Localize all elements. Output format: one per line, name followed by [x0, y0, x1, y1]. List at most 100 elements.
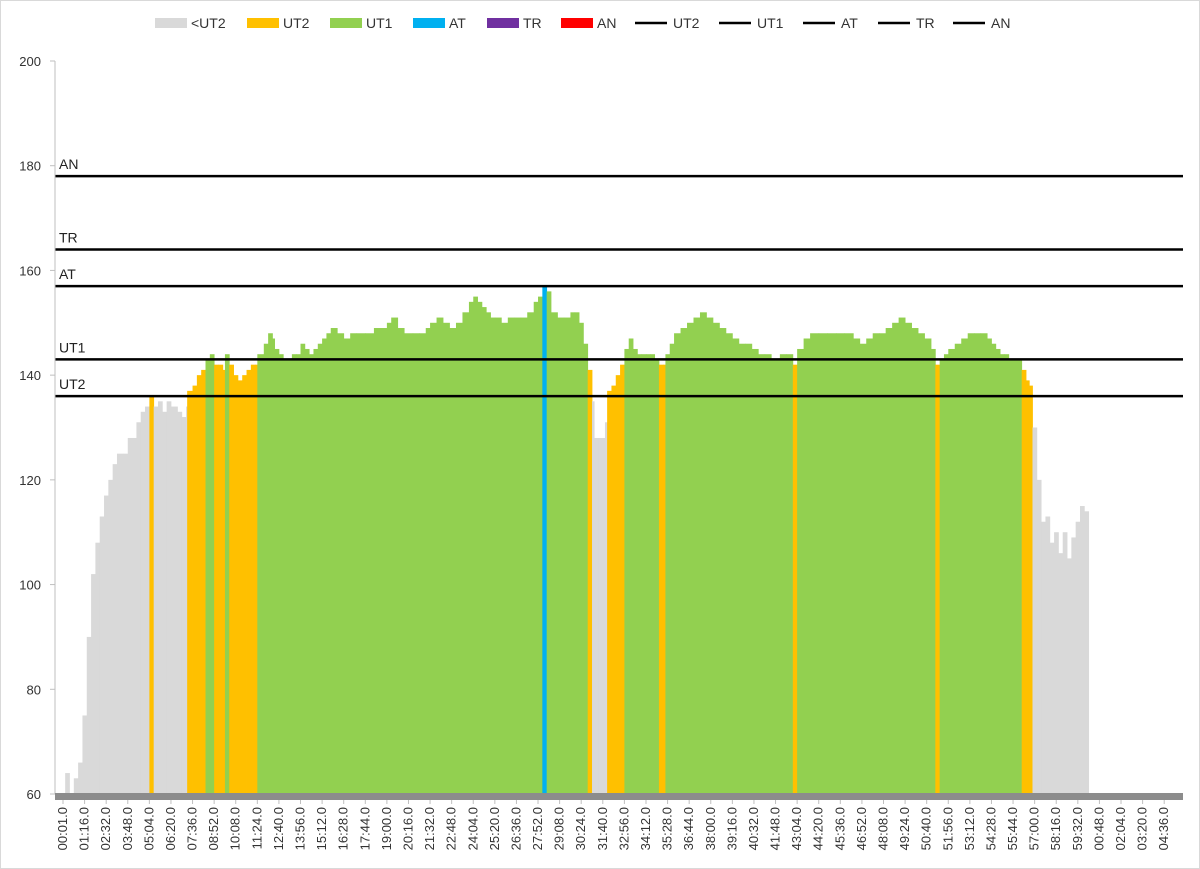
hr-bar — [738, 343, 746, 794]
hr-bar — [337, 333, 345, 794]
hr-bar — [1079, 506, 1085, 794]
hr-bar — [844, 333, 854, 794]
chart-axes: 60 80 100 120 140 160 180 200 00:01.0 01:16.0 02:3… — [19, 54, 1183, 850]
hr-bar — [1054, 532, 1059, 794]
hr-bar — [1032, 427, 1038, 794]
hr-bar — [274, 348, 280, 794]
y-tick-label: 80 — [27, 682, 41, 697]
x-tick-label: 51:56.0 — [940, 807, 955, 850]
hr-bar — [350, 333, 358, 794]
x-tick-label: 00:48.0 — [1091, 807, 1106, 850]
x-tick-label: 20:16.0 — [400, 807, 415, 850]
hr-bar — [233, 375, 239, 794]
hr-bar — [615, 375, 621, 794]
x-tick-label: 04:36.0 — [1156, 807, 1171, 850]
hr-bar — [242, 375, 247, 794]
hr-bar — [954, 343, 962, 794]
hr-bar — [1041, 521, 1046, 794]
hr-bar — [404, 333, 414, 794]
hr-bar — [1084, 511, 1090, 794]
hr-bar — [468, 301, 474, 794]
hr-bar — [205, 359, 211, 794]
hr-bar — [1021, 369, 1027, 794]
hr-bar — [995, 348, 1001, 794]
hr-bar — [665, 354, 671, 794]
hr-bar — [283, 359, 288, 794]
x-tick-label: 06:20.0 — [163, 807, 178, 850]
x-tick-label: 34:12.0 — [638, 807, 653, 850]
legend-swatch — [330, 18, 362, 28]
hr-bar — [78, 762, 83, 794]
hr-bar — [980, 333, 988, 794]
y-tick-label: 100 — [19, 578, 41, 593]
hr-bar — [181, 417, 187, 794]
x-tick-label: 24:04.0 — [465, 807, 480, 850]
legend-swatch — [561, 18, 593, 28]
hr-bar — [1045, 516, 1051, 794]
zone-areas — [65, 286, 1090, 794]
x-tick-label: 45:36.0 — [832, 807, 847, 850]
hr-bar — [587, 369, 593, 794]
x-tick-label: 11:24.0 — [249, 807, 264, 849]
hr-bar — [356, 333, 366, 794]
hr-bar — [624, 348, 630, 794]
hr-bar — [268, 333, 273, 794]
hr-bar — [974, 333, 982, 794]
hr-bar — [810, 333, 820, 794]
hr-bar — [218, 364, 224, 794]
hr-bar — [224, 354, 230, 794]
hr-bar — [620, 364, 625, 794]
x-tick-label: 05:04.0 — [141, 807, 156, 850]
hr-bar — [477, 301, 483, 794]
x-tick-label: 01:16.0 — [77, 807, 92, 850]
x-tick-label: 03:48.0 — [120, 807, 135, 850]
legend-label: UT1 — [757, 15, 784, 31]
hr-bar — [473, 296, 478, 794]
hr-bar — [255, 364, 258, 794]
hr-bar — [187, 390, 193, 794]
hr-bar — [86, 636, 92, 794]
hr-bar — [520, 317, 528, 794]
hr-bar — [322, 338, 327, 794]
x-tick-label: 50:40.0 — [919, 807, 934, 850]
x-tick-label: 54:28.0 — [983, 807, 998, 850]
x-tick-label: 31:40.0 — [595, 807, 610, 850]
hr-bar — [132, 437, 137, 794]
x-tick-label: 59:32.0 — [1070, 807, 1085, 850]
hr-bar — [775, 359, 781, 794]
hr-bar — [1067, 558, 1072, 794]
legend-label: AN — [597, 15, 616, 31]
hr-bar — [751, 348, 759, 794]
hr-bar — [170, 406, 178, 794]
x-tick-label: 21:32.0 — [422, 807, 437, 850]
hr-bar — [95, 542, 101, 794]
x-tick-label: 19:00.0 — [379, 807, 394, 850]
hr-bar — [1013, 359, 1018, 794]
hr-bar — [641, 354, 647, 794]
hr-bar — [397, 328, 405, 794]
hr-bar — [317, 343, 323, 794]
hr-bar — [546, 291, 552, 794]
hr-bar — [607, 390, 612, 794]
hr-bar — [931, 348, 936, 794]
hr-bar — [669, 343, 675, 794]
x-tick-label: 25:20.0 — [487, 807, 502, 850]
x-tick-label: 22:48.0 — [444, 807, 459, 850]
hr-bar — [633, 348, 638, 794]
hr-bar — [112, 464, 118, 794]
hr-bar — [455, 322, 463, 794]
hr-bar — [291, 354, 297, 794]
hr-bar — [153, 406, 159, 794]
x-tick-label: 32:56.0 — [616, 807, 631, 850]
x-tick-label: 35:28.0 — [660, 807, 675, 850]
hr-bar — [693, 317, 701, 794]
hr-bar — [140, 411, 146, 794]
x-tick-label: 16:28.0 — [336, 807, 351, 850]
legend-label: <UT2 — [191, 15, 226, 31]
x-tick-label: 53:12.0 — [962, 807, 977, 850]
hr-bar — [304, 348, 310, 794]
threshold-label-ut1: UT1 — [59, 339, 86, 355]
hr-bar — [918, 333, 925, 794]
hr-bar — [326, 333, 332, 794]
